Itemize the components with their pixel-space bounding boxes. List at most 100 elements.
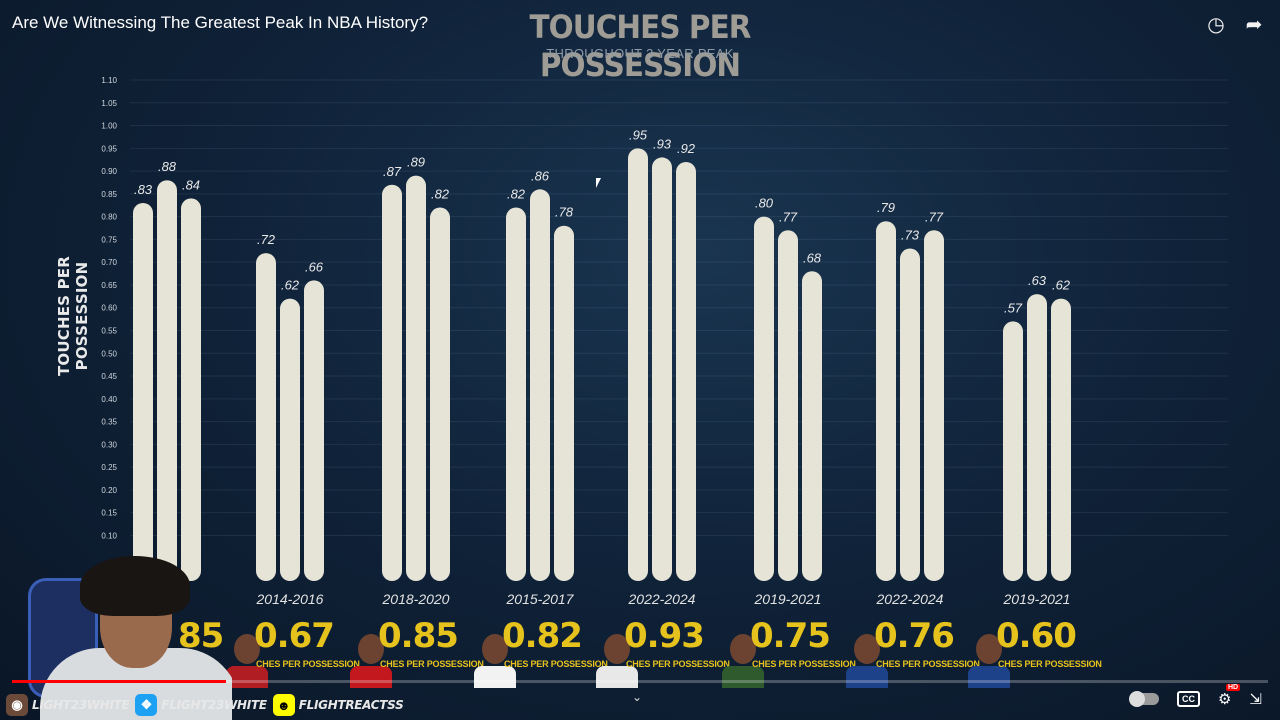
bar-value-label: .77 [779, 209, 798, 224]
bar [802, 271, 822, 581]
bar [430, 207, 450, 581]
player-summary: 0.82 CHES PER POSSESSION [474, 616, 608, 688]
bar [304, 280, 324, 581]
player-summary: 0.93 CHES PER POSSESSION [596, 616, 730, 688]
exit-fullscreen-icon[interactable]: ⇲ [1249, 691, 1262, 708]
category-label: 2022-2024 [628, 591, 696, 607]
bar [876, 221, 896, 581]
bar-value-label: .62 [1052, 278, 1071, 293]
y-tick-label: 0.30 [101, 440, 117, 449]
top-controls: ◷ ➦ [1204, 12, 1266, 37]
player-photo [350, 628, 392, 688]
player-jersey [474, 666, 516, 688]
y-tick-label: 0.25 [101, 463, 117, 472]
average-caption: CHES PER POSSESSION [380, 659, 484, 669]
bar [406, 175, 426, 582]
bar-value-label: .92 [677, 141, 696, 156]
player-face [730, 634, 756, 664]
average-value: 0.93 [624, 616, 705, 656]
bar [778, 230, 798, 582]
player-face [482, 634, 508, 664]
player-photo [722, 628, 764, 688]
average-value: 0.85 [378, 616, 459, 656]
social-handles: ◉ LIGHT23WHITE ❖ FLIGHT23WHITE ☻ FLIGHTR… [0, 690, 404, 720]
chevron-down-icon[interactable]: ⌄ [632, 690, 643, 704]
category-label: 2018-2020 [382, 591, 450, 607]
bar-value-label: .77 [925, 209, 944, 224]
bar-value-label: .57 [1004, 300, 1023, 315]
bar [1003, 321, 1023, 581]
bar-value-label: .88 [158, 159, 177, 174]
average-value: 0.76 [874, 616, 955, 656]
settings-icon[interactable]: ⚙ HD [1217, 684, 1241, 708]
bar [280, 298, 300, 581]
y-tick-label: 0.20 [101, 486, 117, 495]
category-label: 2019-2021 [1003, 591, 1071, 607]
bar-value-label: .95 [629, 127, 648, 142]
average-caption: CHES PER POSSESSION [256, 659, 360, 669]
category-label: 2022-2024 [876, 591, 944, 607]
bar [628, 148, 648, 581]
bar-value-label: .83 [134, 182, 153, 197]
y-tick-label: 0.85 [101, 190, 117, 199]
bar [530, 189, 550, 582]
hd-badge: HD [1225, 684, 1241, 691]
mouse-cursor [596, 178, 601, 188]
player-photo [846, 628, 888, 688]
progress-fill [12, 680, 226, 683]
video-title[interactable]: Are We Witnessing The Greatest Peak In N… [12, 13, 429, 32]
bar-value-label: .80 [755, 196, 774, 211]
y-tick-label: 1.10 [101, 76, 117, 85]
subtitles-icon[interactable]: CC [1176, 691, 1200, 707]
y-tick-label: 0.90 [101, 167, 117, 176]
watch-later-icon[interactable]: ◷ [1207, 14, 1225, 36]
bar [133, 202, 153, 582]
bar-value-label: .84 [182, 177, 200, 192]
player-photo [968, 628, 1010, 688]
bar-value-label: .79 [877, 200, 895, 215]
progress-bar[interactable] [12, 680, 1268, 683]
category-label: 2014-2016 [256, 591, 324, 607]
share-icon[interactable]: ➦ [1245, 14, 1263, 36]
bar [382, 184, 402, 581]
y-tick-label: 0.80 [101, 213, 117, 222]
bar [1051, 298, 1071, 581]
bar [900, 248, 920, 581]
twitter-icon: ❖ [135, 694, 158, 716]
average-caption: CHES PER POSSESSION [752, 659, 856, 669]
average-caption: CHES PER POSSESSION [626, 659, 730, 669]
social-twitter: ❖ FLIGHT23WHITE [135, 694, 267, 716]
y-tick-label: 0.55 [101, 327, 117, 336]
webcam-overlay [0, 548, 232, 720]
social-snapchat: ☻ FLIGHTREACTSS [272, 694, 404, 716]
bar [676, 161, 696, 581]
instagram-handle: LIGHT23WHITE [32, 698, 130, 712]
average-caption: CHES PER POSSESSION [998, 659, 1102, 669]
bar-value-label: .89 [407, 155, 425, 170]
player-jersey [226, 666, 268, 688]
y-tick-label: 0.60 [101, 304, 117, 313]
twitter-handle: FLIGHT23WHITE [161, 698, 267, 712]
y-tick-label: 1.00 [101, 122, 117, 131]
player-jersey [350, 666, 392, 688]
average-value: 0.82 [502, 616, 583, 656]
bar [181, 198, 201, 581]
y-tick-label: 0.40 [101, 395, 117, 404]
average-value: 0.60 [996, 616, 1077, 656]
player-summary: 0.75 CHES PER POSSESSION [722, 616, 856, 688]
player-photo [474, 628, 516, 688]
autoplay-toggle[interactable] [1128, 691, 1159, 707]
average-caption: CHES PER POSSESSION [504, 659, 608, 669]
bar-value-label: .62 [281, 278, 300, 293]
y-tick-label: 0.45 [101, 372, 117, 381]
y-tick-label: 0.50 [101, 349, 117, 358]
y-tick-label: 0.15 [101, 509, 117, 518]
player-face [234, 634, 260, 664]
y-tick-label: 0.10 [101, 531, 117, 540]
chart-title: TOUCHES PER POSSESSION [529, 8, 751, 84]
bar-value-label: .86 [531, 168, 550, 183]
player-summary: 0.85 CHES PER POSSESSION [350, 616, 484, 688]
player-face [604, 634, 630, 664]
y-tick-label: 0.70 [101, 258, 117, 267]
player-controls-right: CC ⚙ HD ⇲ [1128, 684, 1262, 708]
